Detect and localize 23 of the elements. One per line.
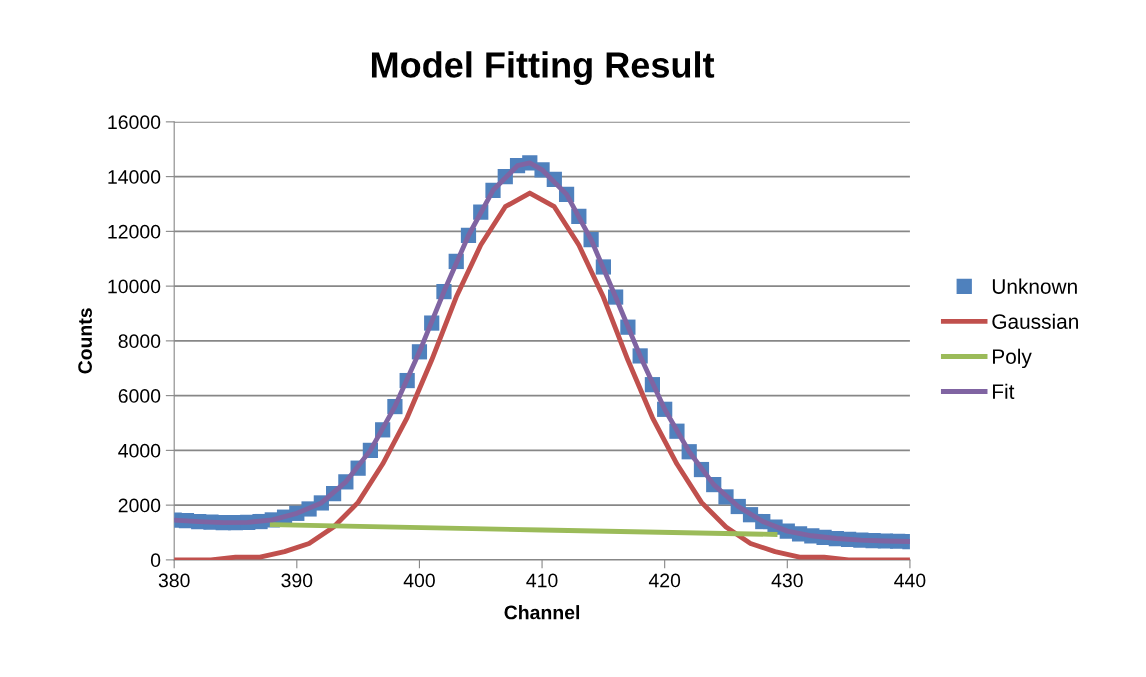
- x-axis-title: Channel: [504, 605, 580, 620]
- x-tick-label: 380: [158, 573, 190, 588]
- legend-label: Poly: [993, 348, 1032, 369]
- y-tick-label: 6000: [118, 389, 161, 403]
- x-tick-label: 410: [526, 573, 558, 588]
- x-tick-label: 400: [403, 573, 435, 588]
- y-tick-label: 0: [150, 553, 161, 568]
- y-tick-label: 2000: [118, 498, 161, 513]
- legend-label: Fit: [993, 383, 1015, 399]
- legend-label: Unknown: [992, 278, 1077, 294]
- x-tick-label: 390: [281, 573, 313, 588]
- y-axis-title: Counts: [78, 308, 92, 374]
- x-tick-label: 420: [648, 573, 681, 588]
- legend-label: Gaussian: [992, 313, 1078, 329]
- y-tick-label: 16000: [108, 115, 161, 130]
- x-tick-label: 440: [894, 573, 926, 588]
- y-tick-label: 10000: [108, 279, 161, 294]
- y-tick-label: 4000: [118, 443, 161, 458]
- y-tick-label: 8000: [118, 334, 161, 349]
- y-tick-label: 12000: [108, 224, 161, 239]
- y-tick-label: 14000: [108, 170, 161, 184]
- chart-title: Model Fitting Result: [371, 51, 715, 86]
- x-tick-label: 430: [771, 573, 803, 588]
